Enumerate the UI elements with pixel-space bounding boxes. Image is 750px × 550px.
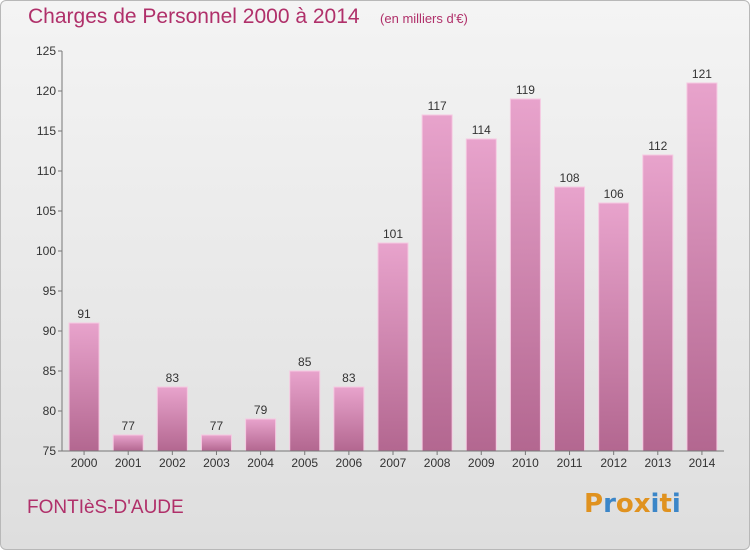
- x-tick-label: 2013: [644, 456, 671, 470]
- bar: [245, 418, 277, 452]
- brand-letter: r: [603, 489, 616, 519]
- x-tick-label: 2006: [336, 456, 363, 470]
- bar-value-label: 77: [122, 419, 136, 433]
- brand-letter: i: [650, 489, 660, 519]
- bar: [68, 322, 100, 452]
- y-tick-label: 80: [43, 404, 57, 418]
- bar-value-label: 108: [560, 171, 580, 185]
- bar: [377, 242, 409, 452]
- x-tick-label: 2004: [247, 456, 274, 470]
- chart-title: Charges de Personnel 2000 à 2014: [28, 5, 360, 28]
- bar: [465, 138, 497, 452]
- bar: [642, 154, 674, 452]
- x-tick-label: 2001: [115, 456, 142, 470]
- x-tick-label: 2002: [159, 456, 186, 470]
- bar-value-label: 117: [428, 99, 447, 113]
- bar-value-label: 91: [77, 307, 91, 321]
- x-tick-label: 2000: [71, 456, 98, 470]
- bar: [156, 386, 188, 452]
- bar-value-label: 85: [298, 355, 312, 369]
- bar-value-label: 121: [692, 67, 712, 81]
- x-tick-label: 2005: [291, 456, 318, 470]
- brand-logo: Proxiti: [584, 489, 681, 519]
- y-tick-label: 120: [36, 84, 56, 98]
- brand-letter: i: [671, 489, 681, 519]
- y-tick-label: 90: [43, 324, 57, 338]
- bar: [200, 434, 232, 452]
- y-tick-label: 100: [36, 244, 56, 258]
- x-axis: 2000 2001 2002 2003 2004 2005 2006 2007 2008 2009…: [62, 450, 724, 470]
- bar-value-label: 83: [166, 371, 180, 385]
- x-tick-label: 2011: [557, 456, 583, 470]
- bar: [112, 434, 144, 452]
- bar: [686, 82, 718, 452]
- bar-value-label: 114: [472, 123, 491, 137]
- x-tick-label: 2007: [380, 456, 407, 470]
- bar-value-label: 119: [516, 83, 535, 97]
- brand-letter: o: [615, 489, 634, 519]
- x-tick-label: 2014: [689, 456, 716, 470]
- bar-value-label: 106: [604, 187, 624, 201]
- chart-subtitle: (en milliers d'€): [380, 11, 468, 26]
- bar: [598, 202, 630, 452]
- bar-value-label: 112: [648, 139, 667, 153]
- y-tick-label: 110: [37, 164, 56, 178]
- x-tick-label: 2010: [512, 456, 539, 470]
- bars: 91 77 83 77 79 85 83 101 117 114 119 108 106 112 121: [68, 67, 718, 452]
- title-line: Charges de Personnel 2000 à 2014 (en mil…: [28, 5, 468, 29]
- y-axis: 75 80 85 90 95 100 105 110 115 120 125: [36, 44, 63, 458]
- bar: [421, 114, 453, 452]
- y-tick-label: 85: [43, 364, 57, 378]
- bar: [509, 98, 541, 452]
- bar: [289, 370, 321, 452]
- y-tick-label: 95: [43, 284, 57, 298]
- bar-value-label: 77: [210, 419, 224, 433]
- brand-letter: P: [584, 489, 604, 519]
- bar-value-label: 83: [342, 371, 356, 385]
- y-tick-label: 105: [36, 204, 56, 218]
- y-tick-label: 75: [43, 444, 57, 458]
- bar: [333, 386, 365, 452]
- x-tick-label: 2009: [468, 456, 495, 470]
- brand-letter: x: [633, 489, 651, 519]
- bar-value-label: 101: [383, 227, 403, 241]
- bar-value-label: 79: [254, 403, 268, 417]
- x-tick-label: 2012: [600, 456, 627, 470]
- bar: [554, 186, 586, 452]
- place-name: FONTIèS-D'AUDE: [27, 497, 184, 518]
- x-tick-label: 2008: [424, 456, 451, 470]
- y-tick-label: 125: [36, 44, 56, 58]
- y-tick-label: 115: [37, 124, 56, 138]
- x-tick-label: 2003: [203, 456, 230, 470]
- brand-letter: t: [659, 489, 672, 519]
